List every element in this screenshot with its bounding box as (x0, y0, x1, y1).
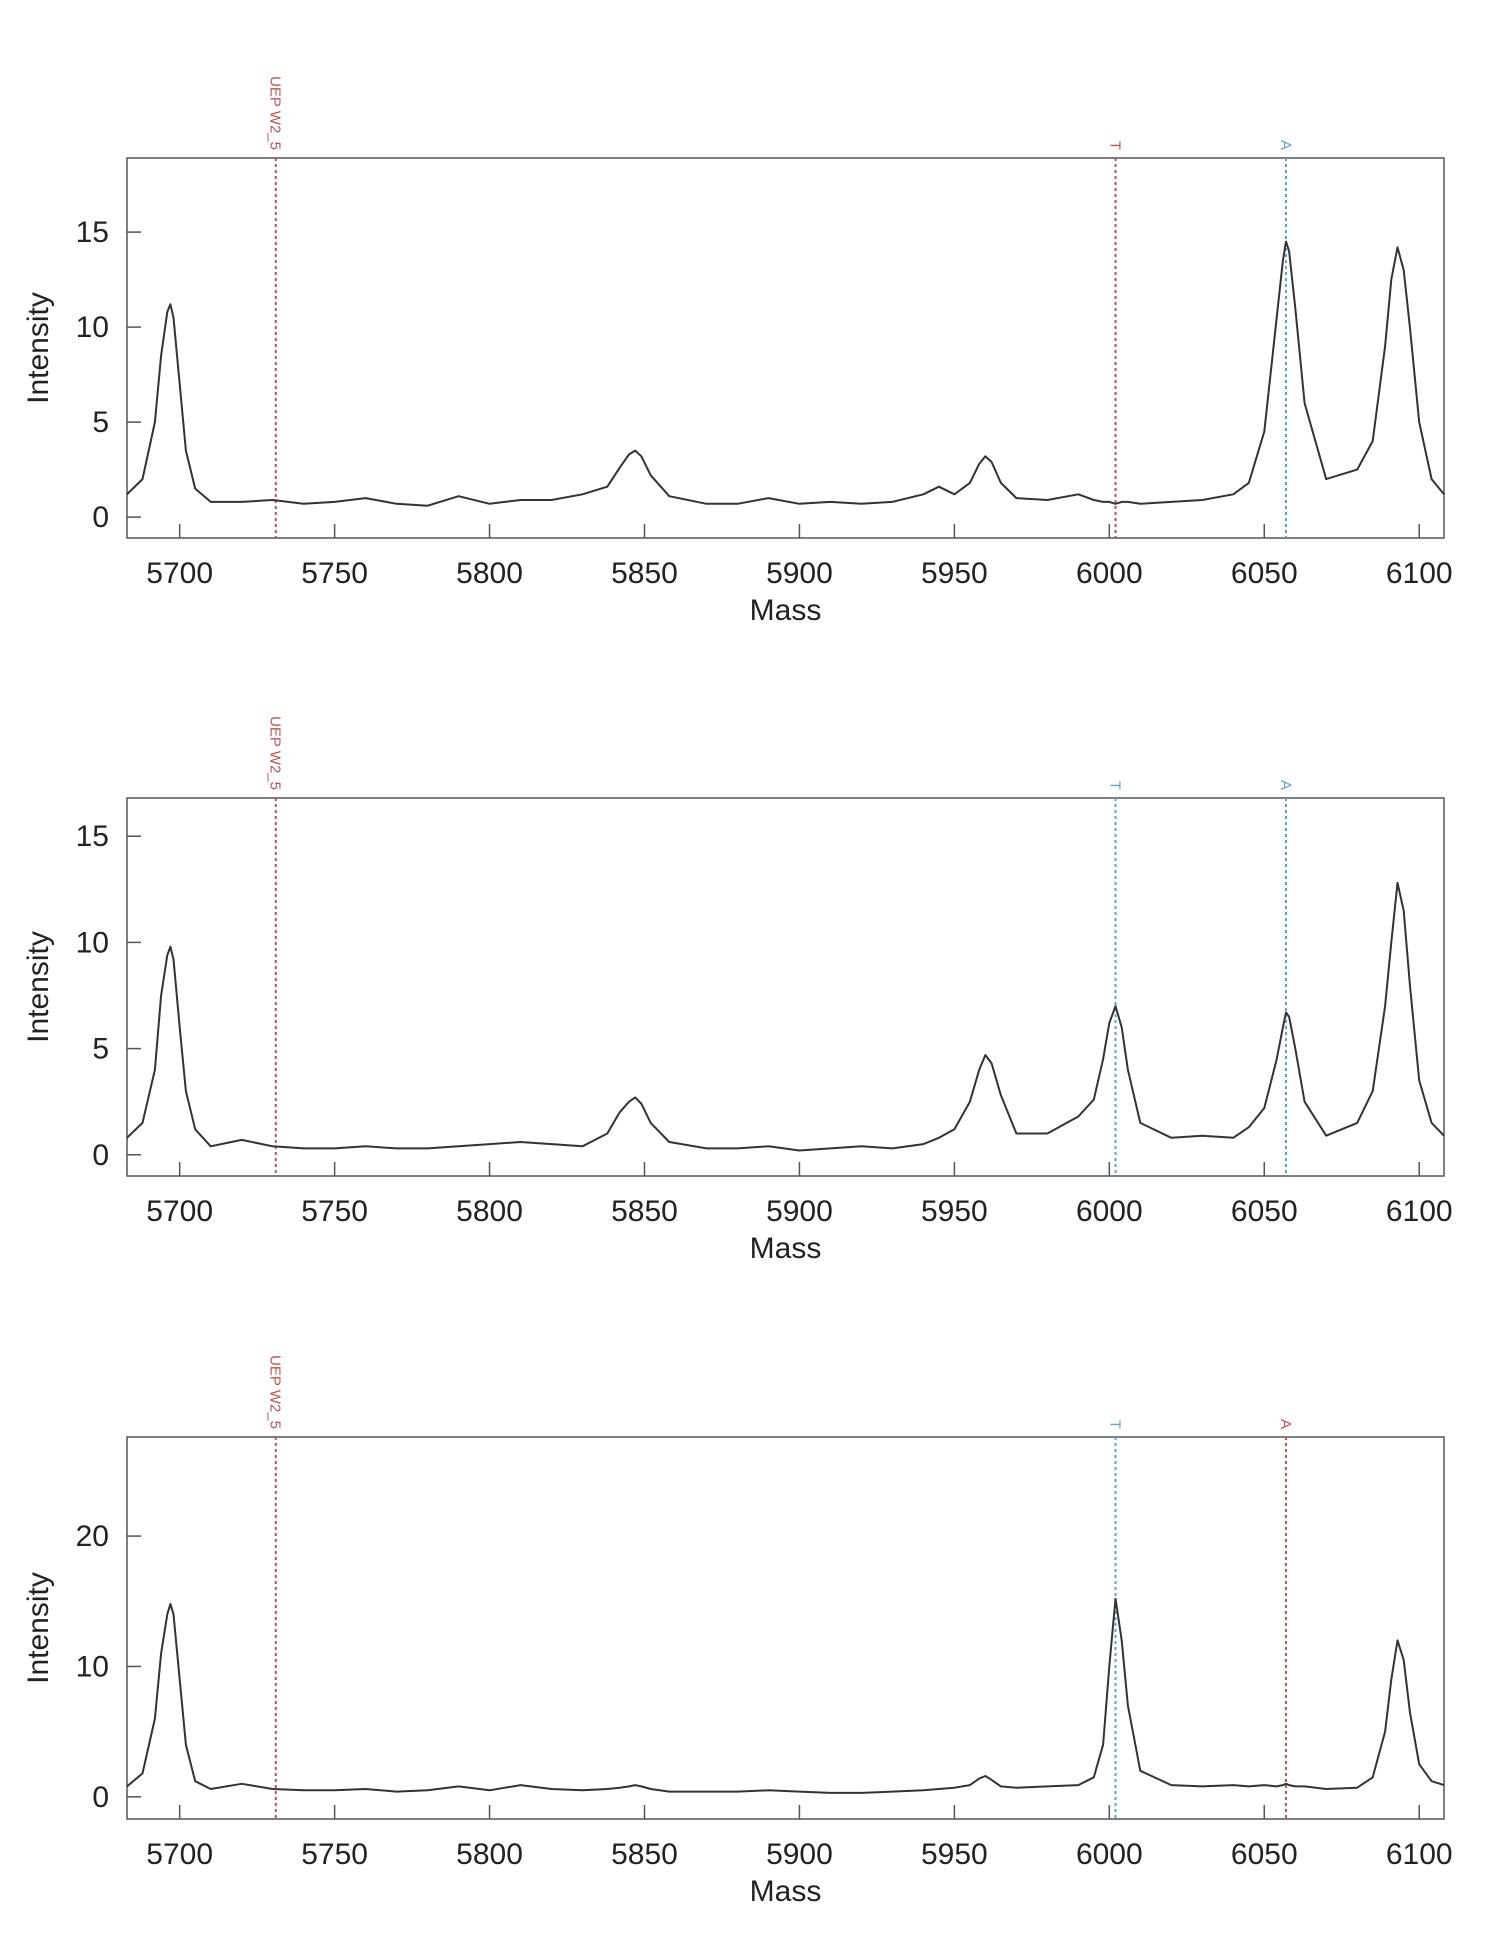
marker-label: A (1277, 1419, 1294, 1429)
x-tick-label: 5850 (611, 1195, 678, 1228)
x-tick-label: 5900 (766, 1195, 833, 1228)
spectrum-line (126, 240, 1445, 507)
y-tick-label: 10 (76, 1650, 109, 1683)
x-tick-label: 6100 (1386, 557, 1453, 590)
x-axis-label: Mass (750, 1232, 822, 1265)
x-tick-label: 6050 (1231, 557, 1298, 590)
x-axis-label: Mass (750, 594, 822, 627)
x-tick-label: 5900 (766, 1838, 833, 1871)
x-tick-label: 5800 (456, 1838, 523, 1871)
marker-label: A (1277, 140, 1294, 150)
x-tick-label: 5850 (611, 1838, 678, 1871)
y-axis-label: Intensity (22, 1572, 55, 1684)
y-tick-label: 15 (76, 820, 109, 853)
marker-label: UEP W2_5 (267, 76, 284, 150)
x-tick-label: 5950 (921, 557, 988, 590)
x-tick-label: 5800 (456, 557, 523, 590)
y-tick-label: 5 (92, 406, 109, 439)
x-axis-label: Mass (750, 1875, 822, 1908)
marker-label: UEP W2_5 (267, 1355, 284, 1429)
x-tick-label: 5700 (146, 1195, 213, 1228)
x-tick-label: 5950 (921, 1195, 988, 1228)
spectrum-line (126, 881, 1445, 1152)
y-axis-label: Intensity (22, 292, 55, 404)
y-tick-label: 10 (76, 311, 109, 344)
plot-frame (126, 797, 1445, 1177)
marker-label: UEP W2_5 (267, 716, 284, 790)
y-tick-label: 10 (76, 926, 109, 959)
plot-frame (126, 157, 1445, 539)
x-tick-label: 5700 (146, 1838, 213, 1871)
y-tick-label: 0 (92, 1781, 109, 1814)
y-tick-label: 0 (92, 501, 109, 534)
y-tick-label: 15 (76, 216, 109, 249)
x-tick-label: 6100 (1386, 1838, 1453, 1871)
x-tick-label: 6050 (1231, 1195, 1298, 1228)
marker-label: A (1277, 780, 1294, 790)
plot-frame (126, 1436, 1445, 1820)
y-tick-label: 0 (92, 1139, 109, 1172)
x-tick-label: 5950 (921, 1838, 988, 1871)
x-tick-label: 5850 (611, 557, 678, 590)
x-tick-label: 6000 (1076, 557, 1143, 590)
marker-label: T (1107, 141, 1124, 150)
marker-label: T (1107, 781, 1124, 790)
marker-label: T (1107, 1420, 1124, 1429)
x-tick-label: 5700 (146, 557, 213, 590)
y-tick-label: 5 (92, 1033, 109, 1066)
x-tick-label: 5750 (301, 557, 368, 590)
x-tick-label: 5750 (301, 1838, 368, 1871)
y-axis-label: Intensity (22, 931, 55, 1043)
x-tick-label: 6000 (1076, 1195, 1143, 1228)
x-tick-label: 5750 (301, 1195, 368, 1228)
x-tick-label: 6100 (1386, 1195, 1453, 1228)
x-tick-label: 5900 (766, 557, 833, 590)
x-tick-label: 5800 (456, 1195, 523, 1228)
spectrum-line (126, 1597, 1445, 1794)
x-tick-label: 6000 (1076, 1838, 1143, 1871)
y-tick-label: 20 (76, 1520, 109, 1553)
x-tick-label: 6050 (1231, 1838, 1298, 1871)
